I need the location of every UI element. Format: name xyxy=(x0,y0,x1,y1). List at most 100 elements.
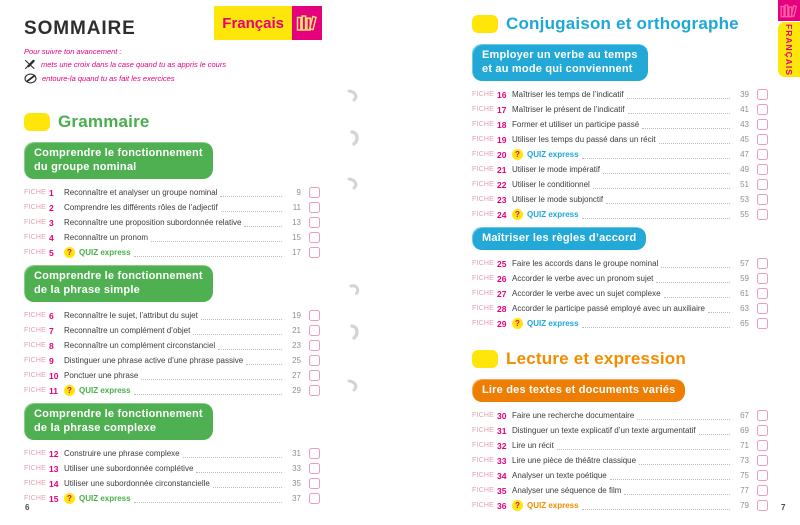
dotted-leader xyxy=(581,327,730,329)
toc-row: FICHE 36? QUIZ express 79 xyxy=(472,498,768,513)
fiche-label: FICHE xyxy=(24,480,46,488)
binder-mark xyxy=(350,130,359,146)
fiche-title: Utiliser le mode subjonctif xyxy=(512,195,604,205)
progress-checkbox[interactable] xyxy=(757,485,768,497)
progress-checkbox[interactable] xyxy=(757,410,768,422)
section: Lecture et expression Lire des textes et … xyxy=(472,349,768,513)
fiche-title: Faire les accords dans le groupe nominal xyxy=(512,259,659,269)
toc-row: FICHE 20? QUIZ express 47 xyxy=(472,147,768,162)
toc-row: FICHE 13 Utiliser une subordonnée compléti… xyxy=(24,461,320,476)
section-title-label: Grammaire xyxy=(58,112,150,131)
quiz-question-icon: ? xyxy=(64,247,75,259)
progress-checkbox[interactable] xyxy=(757,288,768,300)
progress-checkbox[interactable] xyxy=(309,448,320,460)
dotted-leader xyxy=(698,434,730,436)
page-reference: 73 xyxy=(740,456,749,466)
fiche-number: 1 xyxy=(49,187,54,198)
fiche-label: FICHE xyxy=(24,387,46,395)
progress-checkbox[interactable] xyxy=(309,310,320,322)
progress-checkbox[interactable] xyxy=(757,258,768,270)
fiche-number: 3 xyxy=(49,217,54,228)
quiz-express-label: QUIZ express xyxy=(527,150,579,160)
progress-checkbox[interactable] xyxy=(309,493,320,505)
fiche-number: 35 xyxy=(497,485,507,496)
progress-checkbox[interactable] xyxy=(757,209,768,221)
progress-checkbox[interactable] xyxy=(757,318,768,330)
progress-checkbox[interactable] xyxy=(309,232,320,244)
fiche-number: 30 xyxy=(497,410,507,421)
page-reference: 21 xyxy=(292,326,301,336)
subject-badge-label: Français xyxy=(222,14,284,32)
dotted-leader xyxy=(624,494,730,496)
edge-tab-body: FRANÇAIS xyxy=(778,22,800,77)
progress-checkbox[interactable] xyxy=(757,425,768,437)
dotted-leader xyxy=(246,364,282,366)
progress-checkbox[interactable] xyxy=(757,470,768,482)
progress-checkbox[interactable] xyxy=(757,119,768,131)
fiche-label: FICHE xyxy=(24,249,46,257)
toc-rows: FICHE 6 Reconnaître le sujet, l’attribut d… xyxy=(24,308,320,398)
progress-checkbox[interactable] xyxy=(309,187,320,199)
page-reference: 77 xyxy=(740,486,749,496)
progress-checkbox[interactable] xyxy=(757,273,768,285)
progress-checkbox[interactable] xyxy=(309,247,320,259)
toc-row: FICHE 32 Lire un récit 71 xyxy=(472,438,768,453)
fiche-label: FICHE xyxy=(472,136,494,144)
progress-checkbox[interactable] xyxy=(309,478,320,490)
progress-checkbox[interactable] xyxy=(309,340,320,352)
progress-checkbox[interactable] xyxy=(757,104,768,116)
fiche-number: 2 xyxy=(49,202,54,213)
progress-checkbox[interactable] xyxy=(309,202,320,214)
toc-group: Comprendre le fonctionnement de la phrase… xyxy=(24,403,320,506)
fiche-title: Maîtriser les temps de l’indicatif xyxy=(512,90,624,100)
progress-checkbox[interactable] xyxy=(309,370,320,382)
progress-checkbox[interactable] xyxy=(757,164,768,176)
quiz-express-label: QUIZ express xyxy=(79,494,131,504)
group-heading: Comprendre le fonctionnement du groupe no… xyxy=(24,142,213,180)
progress-checkbox[interactable] xyxy=(309,355,320,367)
dotted-leader xyxy=(581,158,730,160)
dotted-leader xyxy=(627,113,730,115)
progress-checkbox[interactable] xyxy=(309,325,320,337)
fiche-label: FICHE xyxy=(472,275,494,283)
progress-checkbox[interactable] xyxy=(757,179,768,191)
binder-mark xyxy=(349,284,360,295)
toc-row: FICHE 34 Analyser un texte poétique 75 xyxy=(472,468,768,483)
fiche-number: 32 xyxy=(497,440,507,451)
fiche-title: Reconnaître le sujet, l’attribut du suje… xyxy=(64,311,198,321)
toc-row: FICHE 21 Utiliser le mode impératif 49 xyxy=(472,162,768,177)
page-reference: 59 xyxy=(740,274,749,284)
dotted-leader xyxy=(556,449,730,451)
progress-checkbox[interactable] xyxy=(757,89,768,101)
toc-row: FICHE 4 Reconnaître un pronom 15 xyxy=(24,230,320,245)
progress-checkbox[interactable] xyxy=(309,463,320,475)
progress-checkbox[interactable] xyxy=(757,149,768,161)
progress-checkbox[interactable] xyxy=(309,217,320,229)
edge-tab-francais[interactable]: FRANÇAIS xyxy=(778,0,800,77)
instruction-text: mets une croix dans la case quand tu as … xyxy=(41,60,227,69)
toc-rows: FICHE 1 Reconnaître et analyser un groupe … xyxy=(24,185,320,260)
fiche-label: FICHE xyxy=(24,327,46,335)
yellow-chip-icon xyxy=(24,113,50,131)
progress-checkbox[interactable] xyxy=(757,455,768,467)
progress-checkbox[interactable] xyxy=(757,500,768,512)
fiche-label: FICHE xyxy=(472,487,494,495)
toc-row: FICHE 18 Former et utiliser un participe p… xyxy=(472,117,768,132)
group-heading: Maîtriser les règles d’accord xyxy=(472,227,647,251)
toc-rows: FICHE 12 Construire une phrase complexe 31 F… xyxy=(24,446,320,506)
progress-checkbox[interactable] xyxy=(757,440,768,452)
toc-row: FICHE 12 Construire une phrase complexe 31 xyxy=(24,446,320,461)
progress-checkbox[interactable] xyxy=(757,194,768,206)
progress-checkbox[interactable] xyxy=(757,303,768,315)
progress-checkbox[interactable] xyxy=(309,385,320,397)
fiche-title: Faire une recherche documentaire xyxy=(512,411,635,421)
page-reference: 23 xyxy=(292,341,301,351)
fiche-number: 28 xyxy=(497,303,507,314)
fiche-number: 7 xyxy=(49,325,54,336)
fiche-number: 34 xyxy=(497,470,507,481)
books-icon xyxy=(778,0,800,21)
page-reference: 63 xyxy=(740,304,749,314)
fiche-label: FICHE xyxy=(24,357,46,365)
section: Conjugaison et orthographe Employer un ve… xyxy=(472,14,768,331)
progress-checkbox[interactable] xyxy=(757,134,768,146)
